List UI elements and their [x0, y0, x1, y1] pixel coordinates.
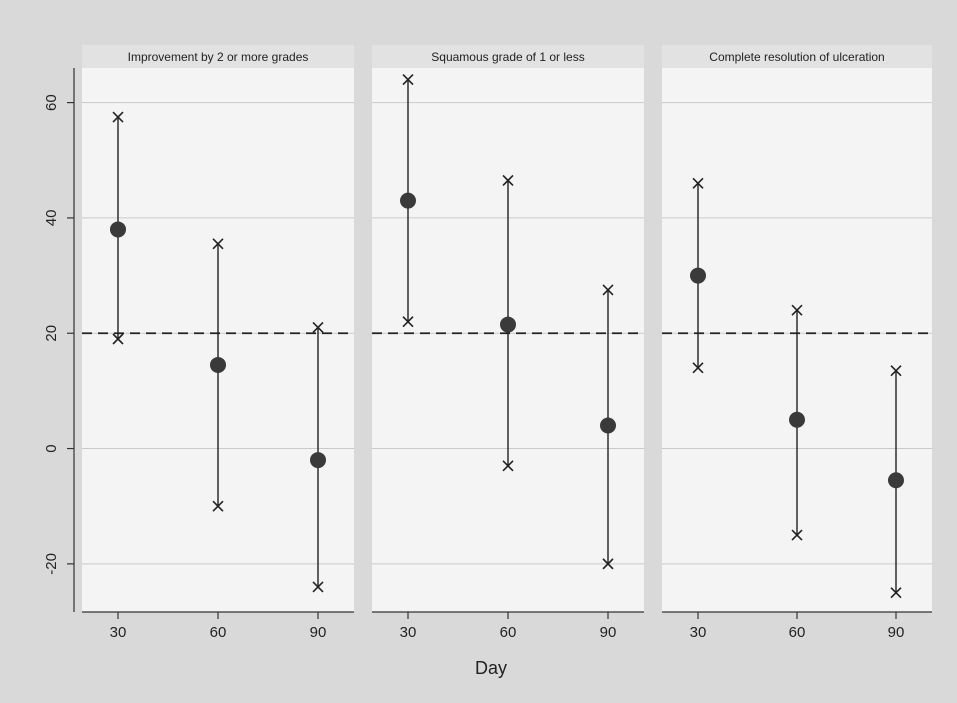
upper-bound-marker — [602, 284, 614, 296]
y-tick-label: 40 — [43, 210, 60, 227]
x-tick-label: 90 — [888, 624, 905, 641]
point-estimate — [500, 316, 516, 333]
lower-bound-marker — [312, 581, 324, 593]
y-tick-label: 20 — [43, 325, 60, 342]
lower-bound-marker — [890, 587, 902, 599]
x-axis-title: Day — [475, 658, 507, 678]
point-estimate — [210, 356, 226, 373]
upper-bound-marker — [502, 174, 514, 187]
point-estimate — [310, 452, 326, 469]
panel-title: Squamous grade of 1 or less — [431, 50, 584, 64]
x-tick-label: 30 — [400, 624, 417, 641]
upper-bound-marker — [112, 111, 124, 123]
upper-bound-marker — [312, 321, 324, 334]
panel-title: Improvement by 2 or more grades — [128, 50, 309, 64]
point-estimate — [110, 221, 126, 238]
panel-title-strip — [662, 45, 932, 68]
upper-bound-marker — [692, 177, 704, 189]
upper-bound-marker — [791, 304, 803, 316]
panel-title-strip — [82, 45, 354, 68]
point-estimate — [400, 192, 416, 209]
lower-bound-marker — [212, 500, 224, 512]
lower-bound-marker — [602, 558, 614, 570]
upper-bound-marker — [890, 365, 902, 377]
x-tick-label: 30 — [690, 624, 707, 641]
upper-bound-marker — [212, 238, 224, 250]
y-tick-label: 60 — [43, 94, 60, 111]
panel-title-strip — [372, 45, 644, 68]
upper-bound-marker — [402, 73, 414, 86]
x-tick-label: 90 — [310, 624, 327, 641]
point-estimate — [789, 411, 805, 428]
x-tick-label: 60 — [500, 624, 517, 641]
x-tick-label: 60 — [789, 624, 806, 641]
x-tick-label: 60 — [210, 624, 227, 641]
x-tick-label: 30 — [110, 624, 127, 641]
panel-title: Complete resolution of ulceration — [709, 50, 884, 64]
point-estimate — [690, 267, 706, 284]
lower-bound-marker — [692, 362, 704, 374]
x-tick-label: 90 — [600, 624, 617, 641]
lower-bound-marker — [502, 460, 514, 472]
point-estimate — [600, 417, 616, 434]
point-estimate — [888, 472, 904, 489]
lower-bound-marker — [791, 529, 803, 541]
lower-bound-marker — [112, 333, 124, 345]
lower-bound-marker — [402, 316, 414, 328]
y-tick-label: 0 — [43, 444, 60, 452]
y-tick-label: -20 — [43, 553, 60, 575]
